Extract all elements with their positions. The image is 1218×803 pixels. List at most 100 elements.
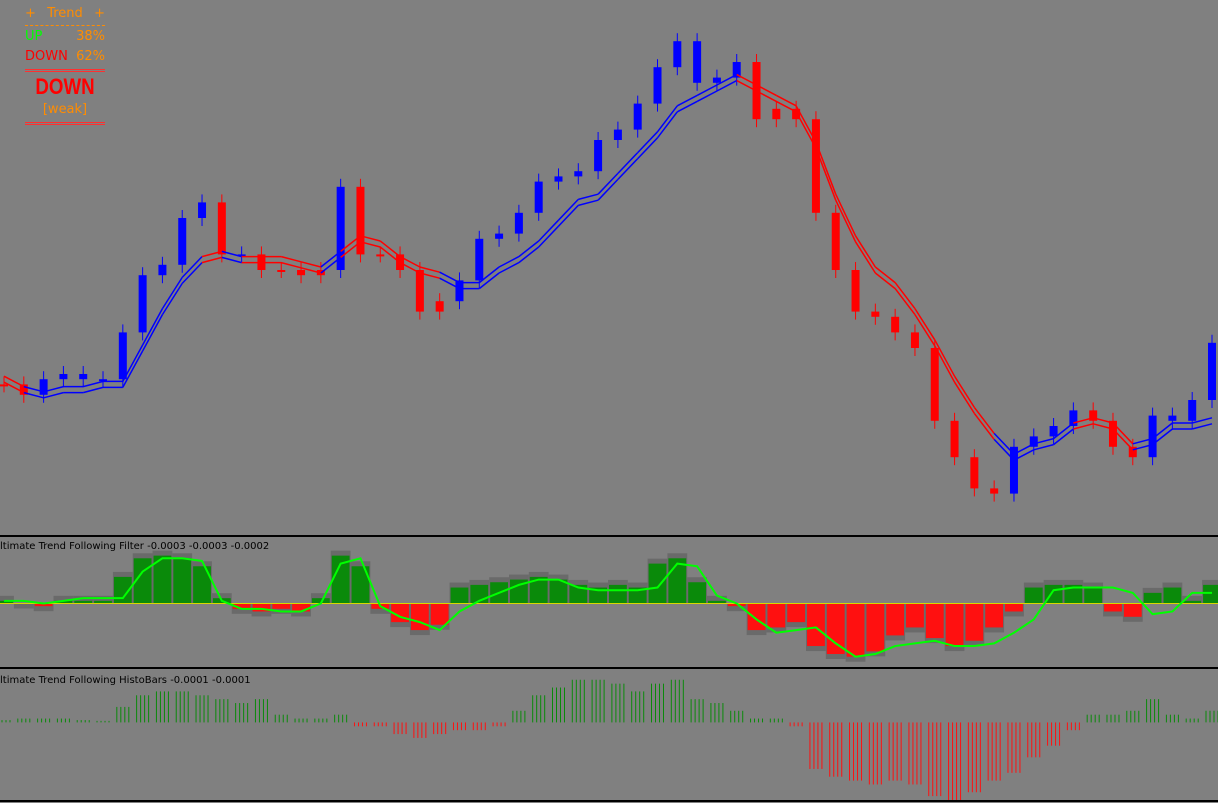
- histogram-shadow: [1182, 595, 1203, 604]
- candle: [990, 488, 999, 494]
- trend-line: [181, 262, 203, 284]
- histogram-shadow: [0, 595, 14, 604]
- trend-line: [676, 100, 698, 113]
- trend-line: [3, 375, 25, 388]
- histogram-shadow: [33, 603, 54, 612]
- candle: [1168, 415, 1177, 421]
- trend-line: [1013, 443, 1035, 455]
- histogram-bar: [331, 555, 350, 604]
- histogram-bar: [232, 603, 251, 609]
- trend-line: [518, 246, 540, 264]
- histogram-bar: [292, 603, 310, 612]
- trend-line: [1192, 417, 1213, 424]
- trend-line: [854, 241, 876, 274]
- candle: [1089, 410, 1098, 421]
- histogram-bar: [1084, 587, 1103, 604]
- trend-line: [300, 267, 322, 274]
- trend-line: [498, 261, 520, 274]
- candle: [237, 254, 246, 257]
- down-row: DOWN 62%: [25, 47, 105, 67]
- trend-line: [23, 385, 44, 393]
- trend-line: [973, 406, 995, 434]
- histogram-bar: [509, 579, 528, 604]
- candle: [277, 270, 286, 272]
- histogram-bar: [252, 603, 271, 612]
- trend-line: [1073, 423, 1094, 430]
- candle: [356, 186, 365, 255]
- candle: [1128, 446, 1137, 458]
- histogram-bar: [0, 600, 13, 604]
- histogram-bar: [747, 603, 766, 631]
- trend-line: [637, 131, 659, 154]
- histogram-bar: [34, 603, 53, 607]
- candle: [0, 384, 8, 387]
- histogram-bar: [925, 603, 944, 639]
- trend-line: [43, 391, 64, 399]
- candle: [732, 62, 741, 78]
- histogram-bar: [569, 584, 588, 604]
- trend-line: [795, 105, 817, 143]
- trend-line: [775, 100, 797, 113]
- trend-line: [340, 241, 361, 258]
- histogram-bar: [430, 603, 449, 625]
- candle: [970, 457, 979, 489]
- trend-line: [1112, 422, 1134, 445]
- trend-line: [281, 255, 302, 263]
- histogram-shadow: [707, 595, 727, 604]
- trend-line: [953, 375, 975, 408]
- trend-line: [775, 94, 797, 107]
- histogram-bar: [94, 600, 112, 604]
- histogram-bar: [1104, 603, 1122, 612]
- histogram-bar: [173, 558, 192, 604]
- histogram-shadow: [93, 595, 113, 604]
- candle: [772, 108, 781, 120]
- trend-line: [597, 178, 619, 201]
- candle: [376, 254, 385, 257]
- candle: [1208, 342, 1216, 400]
- trend-line: [756, 90, 777, 103]
- candle: [297, 270, 306, 276]
- trend-line: [1073, 417, 1094, 424]
- trend-line: [419, 266, 440, 273]
- trend-line: [894, 282, 916, 310]
- histogram-bar: [74, 600, 93, 604]
- trend-line: [201, 250, 223, 258]
- candle: [554, 176, 563, 182]
- up-pct: 38%: [76, 29, 105, 44]
- trend-line: [340, 235, 361, 252]
- trend-line: [320, 256, 342, 274]
- histogram-bar: [1163, 587, 1182, 604]
- trend-line: [557, 198, 579, 221]
- candle: [514, 212, 523, 234]
- trend-line: [320, 250, 342, 268]
- candle: [475, 238, 484, 281]
- candle: [415, 270, 424, 312]
- trend-line: [498, 255, 520, 268]
- histogram-bar: [1183, 600, 1202, 604]
- histogram-shadow: [73, 595, 94, 604]
- trend-line: [281, 261, 302, 269]
- panel-header: + Trend +: [25, 4, 105, 24]
- trend-line: [83, 386, 104, 394]
- candle: [495, 233, 504, 239]
- trend-line: [993, 432, 1015, 455]
- trend-line: [221, 250, 242, 258]
- candle: [534, 181, 543, 213]
- candle: [178, 218, 187, 265]
- histogram-bar: [826, 603, 845, 655]
- trend-line: [1053, 428, 1074, 446]
- histogram-bar: [193, 566, 211, 604]
- trend-line: [399, 261, 421, 274]
- candle: [1108, 420, 1117, 447]
- candle: [673, 41, 682, 68]
- trend-line: [141, 314, 164, 352]
- histogram-bar: [1005, 603, 1023, 612]
- candle: [811, 119, 820, 213]
- candle: [1148, 415, 1157, 458]
- trend-line: [161, 276, 183, 310]
- candle: [1188, 400, 1197, 421]
- histogram-bar: [628, 587, 647, 604]
- histogram-bar: [1064, 584, 1083, 604]
- candle: [79, 374, 88, 380]
